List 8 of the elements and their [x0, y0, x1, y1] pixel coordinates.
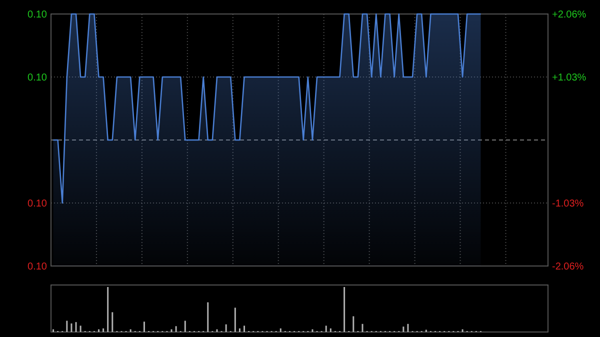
y2-tick-label: +1.03% [552, 72, 586, 84]
y-tick-label: 0.10 [28, 72, 48, 84]
y-tick-label: 0.10 [28, 10, 48, 20]
y2-tick-label: -1.03% [552, 198, 584, 210]
y2-tick-label: +2.06% [552, 10, 586, 20]
y-tick-label: 0.10 [28, 198, 48, 210]
y-tick-label: 0.10 [28, 262, 48, 272]
y2-tick-label: -2.06% [552, 262, 584, 272]
